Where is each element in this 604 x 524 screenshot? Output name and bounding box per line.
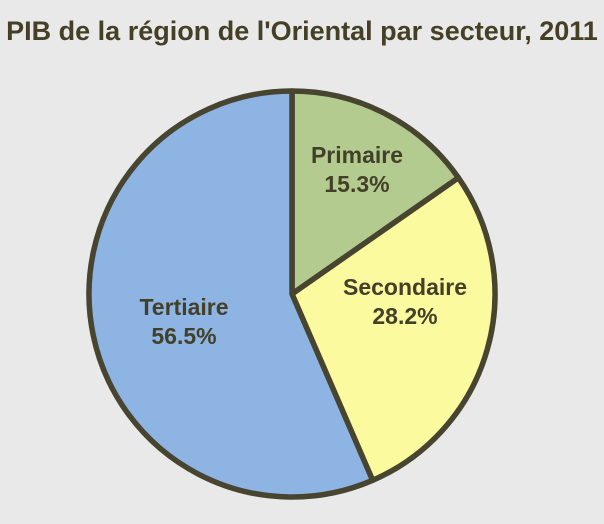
- pie-slice-primaire: [289, 88, 462, 297]
- pie-slice-tertiaire: [86, 88, 376, 500]
- chart-title: PIB de la région de l'Oriental par secte…: [6, 16, 598, 46]
